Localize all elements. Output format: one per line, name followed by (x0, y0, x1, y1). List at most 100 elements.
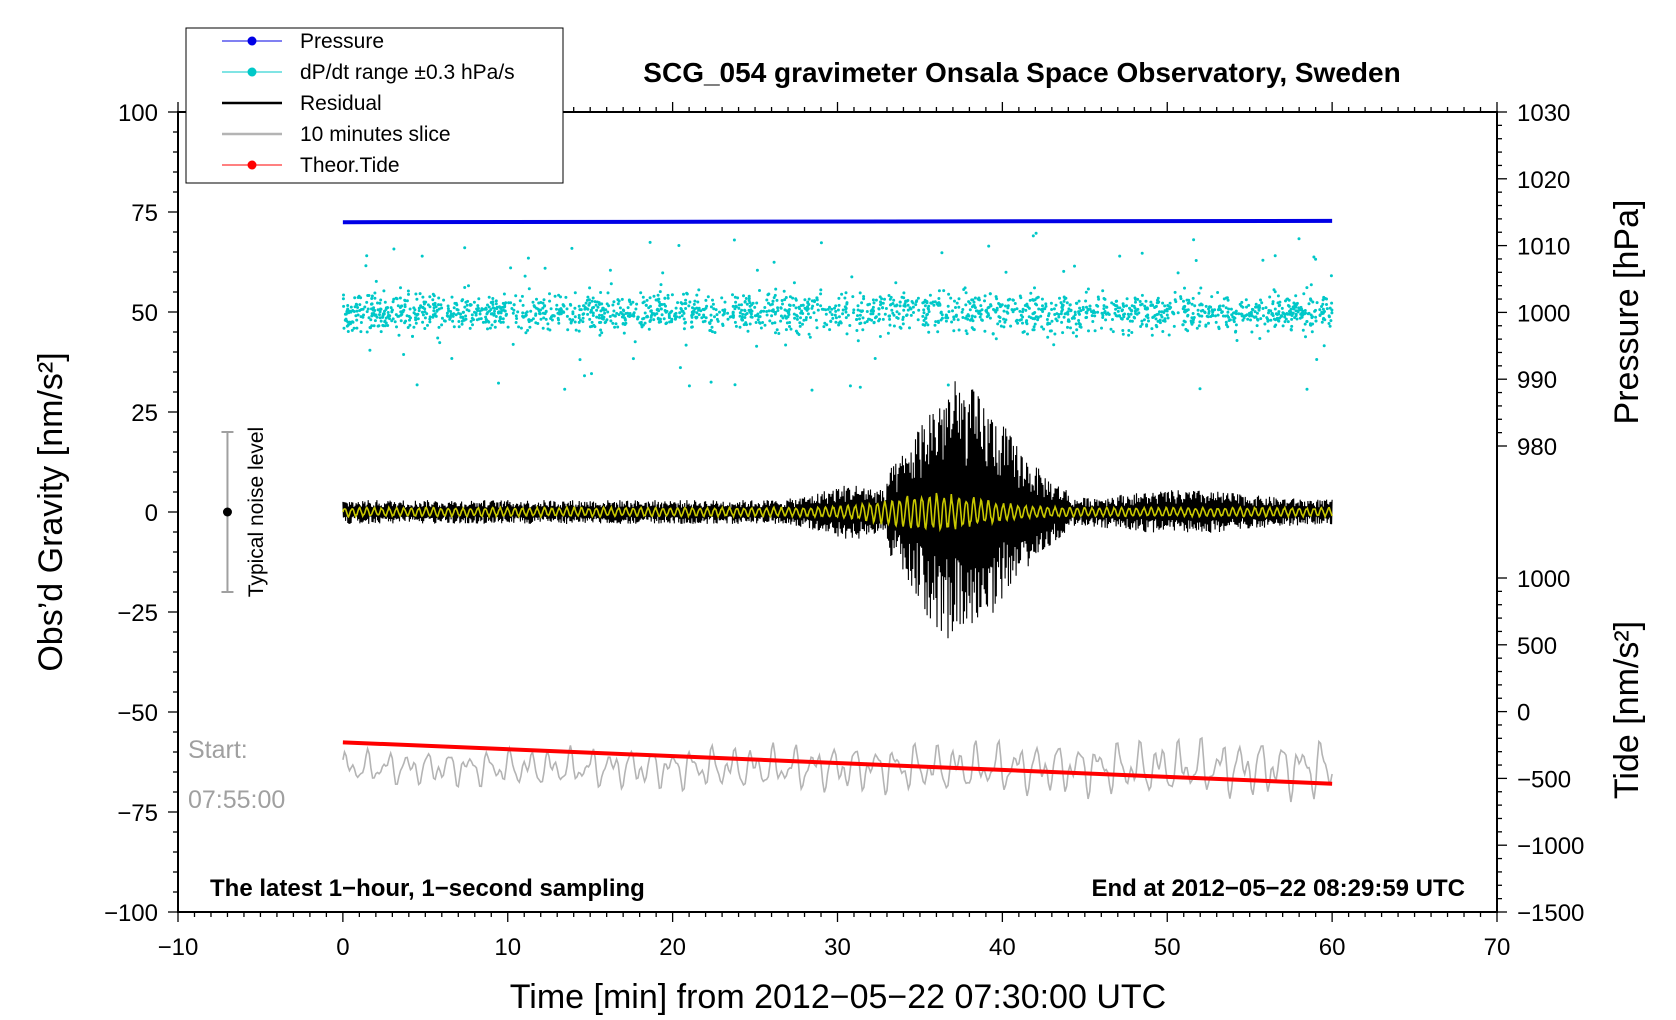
dpdt-point (1286, 320, 1290, 324)
dpdt-point (608, 268, 612, 272)
dpdt-point (431, 298, 435, 302)
dpdt-point (464, 300, 468, 304)
dpdt-point (389, 306, 393, 310)
dpdt-point (484, 315, 488, 319)
dpdt-point (942, 289, 946, 293)
dpdt-point (562, 304, 566, 307)
dpdt-point (598, 321, 601, 324)
dpdt-point (983, 294, 987, 298)
dpdt-point (1002, 309, 1006, 313)
dpdt-point (841, 308, 845, 312)
dpdt-point (1323, 310, 1326, 313)
dpdt-point (595, 300, 599, 304)
dpdt-point (891, 311, 895, 315)
dpdt-point (858, 313, 862, 317)
dpdt-point (1021, 321, 1024, 325)
dpdt-point (1133, 306, 1137, 310)
dpdt-point (351, 320, 355, 324)
dpdt-point (1303, 322, 1307, 326)
dpdt-point (676, 301, 680, 305)
dpdt-point (1226, 298, 1230, 302)
dpdt-point (1018, 318, 1022, 322)
dpdt-point (446, 304, 450, 308)
dpdt-point (1053, 332, 1057, 336)
dpdt-point (852, 311, 855, 315)
dpdt-point (1067, 307, 1071, 311)
dpdt-point (804, 307, 808, 311)
dpdt-point (794, 297, 798, 301)
dpdt-point (1104, 318, 1108, 322)
dpdt-point (737, 306, 741, 310)
dpdt-point (391, 300, 395, 304)
dpdt-point (1090, 314, 1094, 318)
y-tick-label-pressure: 990 (1517, 367, 1557, 394)
dpdt-point (432, 294, 436, 298)
dpdt-point (815, 296, 819, 300)
dpdt-point (834, 320, 838, 324)
dpdt-point (1321, 302, 1325, 306)
dpdt-point (678, 366, 682, 370)
dpdt-point (1036, 295, 1040, 299)
dpdt-point (1045, 318, 1049, 321)
dpdt-point (779, 306, 783, 310)
dpdt-point (628, 300, 632, 304)
dpdt-point (662, 302, 666, 306)
dpdt-point (1142, 318, 1146, 322)
dpdt-point (465, 303, 469, 307)
dpdt-point (906, 303, 910, 307)
dpdt-point (1003, 320, 1007, 324)
dpdt-point (771, 299, 775, 303)
dpdt-point (731, 310, 735, 314)
dpdt-point (652, 294, 656, 298)
dpdt-point (828, 328, 832, 332)
dpdt-point (877, 312, 881, 316)
dpdt-point (749, 315, 753, 319)
dpdt-point (803, 298, 807, 302)
dpdt-point (470, 313, 474, 317)
dpdt-point (961, 308, 965, 311)
dpdt-point (631, 357, 635, 361)
dpdt-point (569, 320, 573, 324)
dpdt-point (1256, 317, 1259, 321)
dpdt-point (527, 318, 531, 322)
dpdt-point (1086, 287, 1090, 291)
dpdt-point (720, 296, 724, 300)
dpdt-point (484, 318, 488, 321)
dpdt-point (1144, 299, 1148, 303)
dpdt-point (1297, 237, 1301, 241)
dpdt-point (844, 316, 848, 320)
dpdt-point (856, 308, 860, 312)
dpdt-point (736, 296, 740, 300)
dpdt-point (378, 301, 382, 305)
dpdt-point (350, 328, 354, 332)
dpdt-point (748, 310, 752, 314)
dpdt-point (487, 320, 491, 324)
dpdt-point (1272, 288, 1276, 292)
dpdt-point (1140, 293, 1144, 297)
dpdt-point (365, 254, 369, 258)
dpdt-point (1163, 319, 1167, 323)
dpdt-point (452, 312, 456, 316)
pressure-line (342, 218, 1333, 225)
dpdt-point (574, 328, 578, 332)
dpdt-point (911, 305, 915, 309)
dpdt-point (1229, 307, 1233, 311)
dpdt-point (420, 254, 424, 258)
dpdt-point (623, 316, 627, 320)
dpdt-point (459, 315, 463, 319)
dpdt-point (937, 301, 941, 305)
dpdt-point (781, 302, 784, 306)
dpdt-point (902, 308, 906, 312)
dpdt-point (1255, 311, 1259, 315)
dpdt-point (1085, 311, 1089, 315)
dpdt-point (1075, 328, 1079, 332)
dpdt-point (1068, 303, 1072, 307)
dpdt-point (1309, 283, 1313, 287)
dpdt-point (779, 319, 783, 323)
y-tick-label-pressure: 1010 (1517, 234, 1570, 261)
dpdt-point (901, 322, 905, 326)
dpdt-point (957, 328, 961, 332)
dpdt-point (514, 321, 518, 324)
dpdt-point (731, 304, 735, 308)
x-tick-label: −10 (158, 934, 199, 961)
